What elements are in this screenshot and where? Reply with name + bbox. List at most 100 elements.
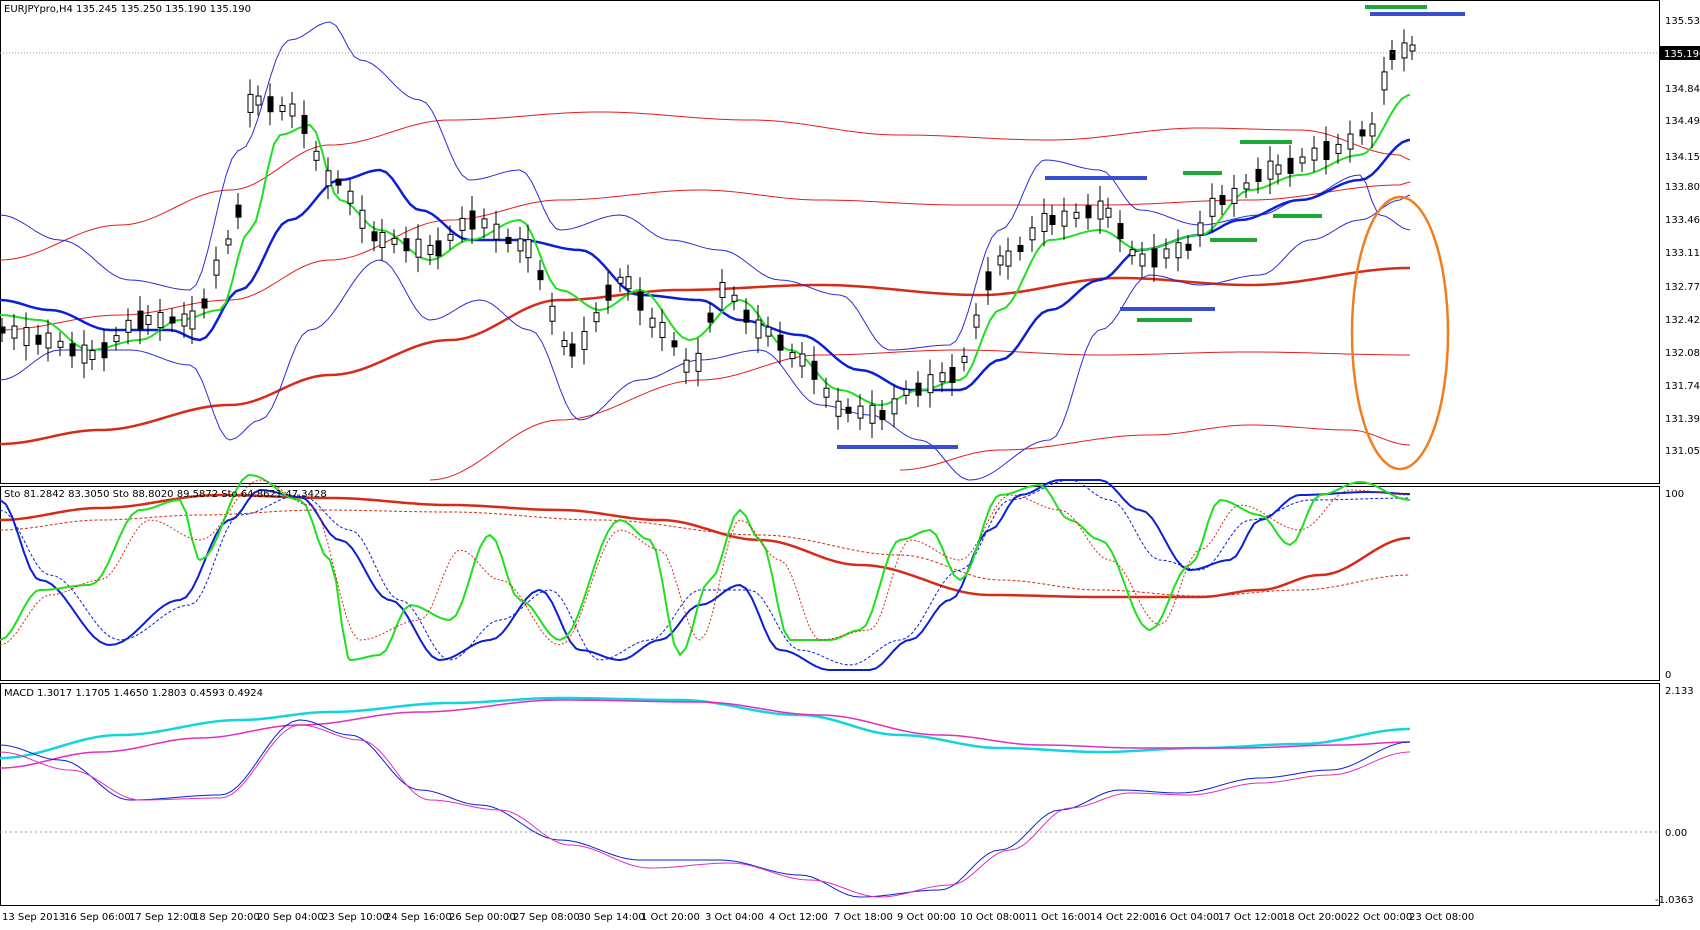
candle-body (427, 244, 434, 255)
candle-body (1061, 210, 1068, 227)
candle-body (517, 238, 524, 252)
time-label: 3 Oct 04:00 (705, 912, 764, 923)
candle-body (1117, 223, 1124, 240)
candle-body (1409, 44, 1416, 52)
candle-body (201, 298, 208, 309)
stochastic-tick-100: 100 (1665, 489, 1684, 500)
candle-body (903, 388, 910, 396)
candle-body (549, 305, 556, 322)
candle-body (1389, 50, 1396, 60)
candle-body (1359, 129, 1366, 137)
candle-body (469, 210, 476, 230)
candle-body (189, 310, 196, 330)
price-tick: 135.530 (1665, 16, 1700, 27)
candle-body (1219, 195, 1226, 205)
candle-body (1151, 248, 1158, 268)
macd-cyan-line (0, 696, 1411, 760)
time-label: 17 Sep 12:00 (129, 912, 196, 923)
candle-body (1347, 133, 1354, 150)
candle-body (301, 114, 308, 134)
stochastic-panel-frame (0, 486, 1660, 681)
macd-panel-header: MACD 1.3017 1.1705 1.4650 1.2803 0.4593 … (4, 688, 263, 699)
time-label: 7 Oct 18:00 (834, 912, 893, 923)
candle-body (101, 342, 108, 359)
time-label: 4 Oct 12:00 (769, 912, 828, 923)
candle-body (799, 353, 806, 367)
candle-body (1209, 197, 1216, 217)
candle-body (927, 374, 934, 394)
stochastic-fast-green (0, 473, 1411, 662)
candle-body (279, 105, 286, 113)
candle-body (845, 406, 852, 414)
candle-body (493, 223, 500, 240)
candle-body (1017, 245, 1024, 253)
time-label: 23 Sep 10:00 (322, 912, 389, 923)
time-label: 17 Oct 12:00 (1218, 912, 1283, 923)
time-label: 13 Sep 2013 (2, 912, 65, 923)
candle-body (869, 404, 876, 424)
candle-body (1335, 143, 1342, 154)
stochastic-panel-header: Sto 81.2842 83.3050 Sto 88.8020 89.5872 … (4, 489, 327, 500)
candle-body (1085, 205, 1092, 219)
stochastic-slow-red-dashed (0, 509, 1411, 597)
candle-body (637, 291, 644, 311)
candle-body (1401, 42, 1408, 59)
macd-magenta-line (0, 699, 1411, 769)
stochastic-signal-blue-dashed (0, 479, 1411, 666)
candle-body (1323, 140, 1330, 160)
candle-body (1073, 211, 1080, 219)
candle-body (581, 331, 588, 351)
macd-signal-line (0, 724, 1411, 898)
candle-body (57, 340, 64, 348)
price-tick: 133.460 (1665, 215, 1700, 226)
price-tick: 134.150 (1665, 152, 1700, 163)
candle-body (823, 387, 830, 398)
price-axis: 135.530 134.840 134.490 134.150 133.800 … (1665, 16, 1700, 457)
candle-body (1129, 249, 1136, 257)
candle-body (973, 314, 980, 328)
candle-body (949, 367, 956, 383)
candle-body (1041, 212, 1048, 232)
candle-body (447, 233, 454, 241)
candle-body (1267, 160, 1274, 180)
candle-body (1163, 248, 1170, 259)
time-label: 16 Sep 06:00 (64, 912, 131, 923)
candle-body (89, 350, 96, 360)
candle-body (0, 326, 6, 334)
envelope-mid-upper-line (0, 181, 1411, 331)
candle-body (23, 327, 30, 347)
time-label: 27 Sep 08:00 (513, 912, 580, 923)
candle-body (45, 332, 52, 349)
candle-body (247, 93, 254, 113)
envelope-mid-lower-line (429, 349, 1411, 481)
macd-main-line (0, 719, 1411, 898)
price-tick: 131.050 (1665, 446, 1700, 457)
candle-body (69, 343, 76, 357)
candle-body (403, 238, 410, 252)
current-price-tag-bg (1660, 46, 1700, 60)
candle-body (255, 95, 262, 106)
time-label: 20 Sep 04:00 (257, 912, 324, 923)
candle-body (145, 315, 152, 325)
price-layer (0, 5, 1465, 481)
candle-body (81, 344, 88, 364)
price-tick: 132.080 (1665, 348, 1700, 359)
price-panel-frame (0, 0, 1660, 484)
candle-body (289, 103, 296, 117)
candle-body (835, 400, 842, 417)
candle-body (359, 209, 366, 229)
time-label: 23 Oct 08:00 (1409, 912, 1474, 923)
price-tick: 131.740 (1665, 381, 1700, 392)
candle-body (379, 232, 386, 248)
highlight-ellipse (1350, 195, 1450, 471)
candle-body (731, 294, 738, 302)
candle-body (1005, 250, 1012, 267)
stochastic-fast-red-dashed (0, 479, 1411, 646)
candle-body (1243, 182, 1250, 190)
macd-tick-max: 2.133 (1665, 686, 1694, 697)
candle-body (593, 312, 600, 323)
price-tick: 132.770 (1665, 282, 1700, 293)
candle-body (157, 312, 164, 328)
